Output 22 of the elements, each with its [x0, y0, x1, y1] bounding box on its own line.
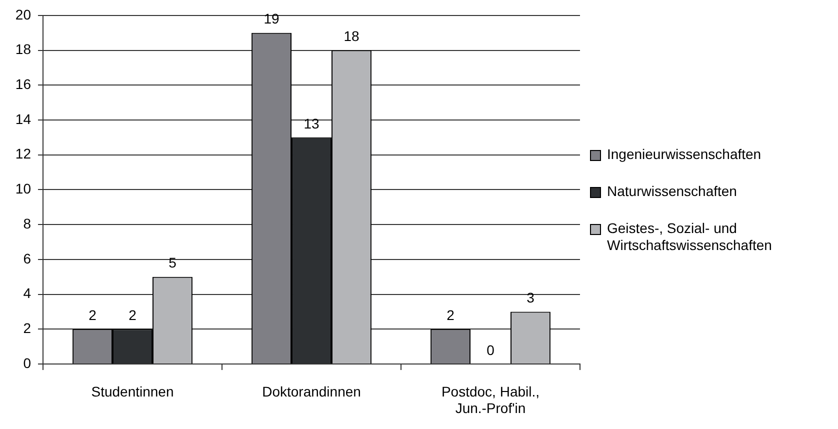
legend-label: Naturwissenschaften — [607, 183, 737, 200]
data-label: 18 — [344, 28, 360, 44]
y-tick-label: 4 — [23, 285, 32, 302]
data-label: 2 — [446, 307, 455, 323]
legend-label: Ingenieurwissenschaften — [607, 146, 762, 163]
y-tick-label: 12 — [15, 146, 32, 162]
data-label: 2 — [128, 307, 137, 323]
legend-label: Geistes-, Sozial- und Wirtschaftswissenschaften — [607, 220, 773, 254]
y-tick-label: 16 — [15, 76, 32, 92]
x-tick-label: Studentinnen — [91, 383, 174, 400]
y-tick-label: 20 — [15, 6, 32, 22]
data-label: 2 — [88, 307, 97, 323]
x-tick-label: Postdoc, Habil., Jun.-Prof'in — [441, 383, 540, 416]
y-tick-label: 0 — [23, 354, 32, 371]
x-tick-label: Doktorandinnen — [262, 383, 361, 400]
data-label: 0 — [486, 342, 495, 358]
y-tick-label: 8 — [23, 215, 32, 232]
y-tick-label: 18 — [15, 41, 32, 58]
y-tick-label: 14 — [15, 110, 32, 127]
y-tick-label: 2 — [23, 320, 32, 336]
y-tick-label: 6 — [23, 250, 32, 266]
y-tick-label: 10 — [15, 180, 32, 197]
